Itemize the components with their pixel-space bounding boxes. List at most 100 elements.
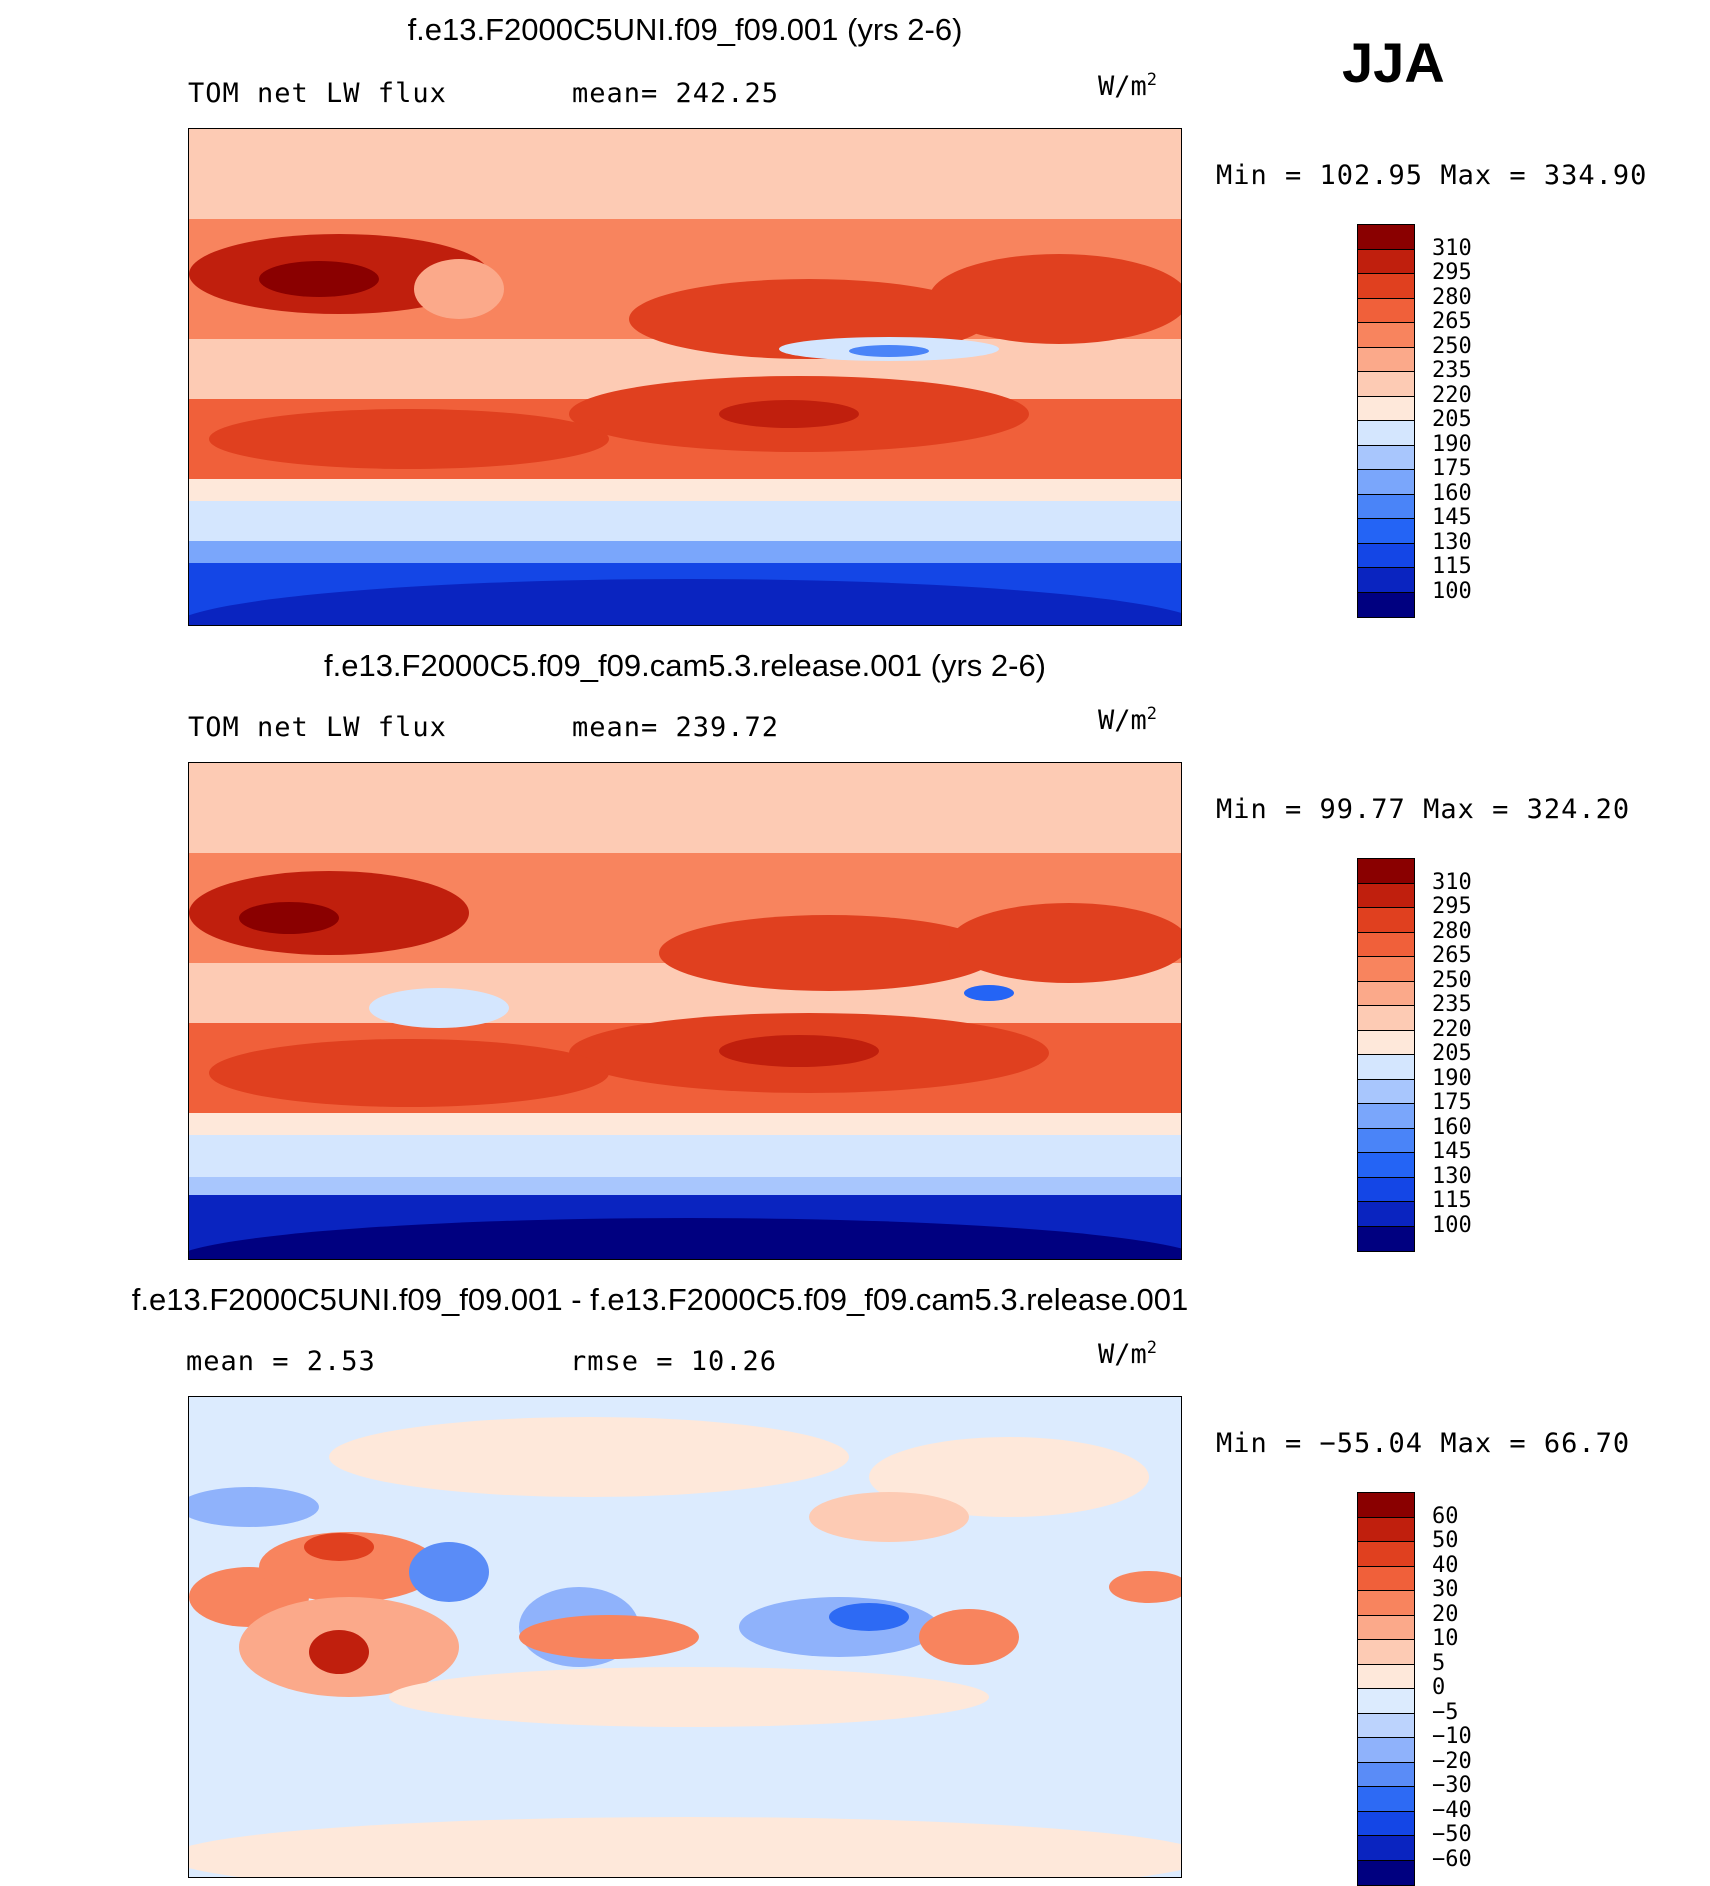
panel3-colorbar-swatch bbox=[1358, 1566, 1414, 1591]
panel3-tick: −10 bbox=[1432, 1724, 1472, 1749]
panel1-title: f.e13.F2000C5UNI.f09_f09.001 (yrs 2-6) bbox=[407, 12, 963, 47]
panel1-colorbar-swatch bbox=[1358, 225, 1414, 250]
panel3-colorbar-swatch bbox=[1358, 1860, 1414, 1885]
panel3-colorbar-swatch bbox=[1358, 1713, 1414, 1738]
season-label: JJA bbox=[1342, 31, 1445, 94]
panel1-colorbar-swatch bbox=[1358, 347, 1414, 372]
panel2-tick: 115 bbox=[1432, 1188, 1472, 1213]
panel1-tick: 220 bbox=[1432, 383, 1472, 408]
panel3-colorbar-swatch bbox=[1358, 1836, 1414, 1861]
panel2-colorbar-swatch bbox=[1358, 1030, 1414, 1055]
panel3-tick: 5 bbox=[1432, 1651, 1446, 1676]
panel3-colorbar-swatch bbox=[1358, 1689, 1414, 1714]
panel3-tick: −20 bbox=[1432, 1749, 1472, 1774]
panel2-tick: 265 bbox=[1432, 943, 1472, 968]
panel3-tick: 60 bbox=[1432, 1504, 1459, 1529]
panel1-colorbar-swatch bbox=[1358, 249, 1414, 274]
panel1-colorbar-swatch bbox=[1358, 421, 1414, 446]
panel1-unit-label: W/m2 bbox=[1098, 70, 1158, 102]
panel1-tick: 265 bbox=[1432, 309, 1472, 334]
panel3-colorbar-swatch bbox=[1358, 1664, 1414, 1689]
panel1-tick: 175 bbox=[1432, 456, 1472, 481]
panel2-tick: 280 bbox=[1432, 919, 1472, 944]
panel1-colorbar-swatch bbox=[1358, 298, 1414, 323]
panel3-minmax-label: Min = −55.04 Max = 66.70 bbox=[1216, 1428, 1631, 1459]
panel2-colorbar bbox=[1357, 858, 1415, 1252]
panel1-colorbar bbox=[1357, 224, 1415, 618]
panel1-colorbar-swatch bbox=[1358, 494, 1414, 519]
panel2-minmax-label: Min = 99.77 Max = 324.20 bbox=[1216, 794, 1631, 825]
panel2-colorbar-swatch bbox=[1358, 1006, 1414, 1031]
panel2-tick: 160 bbox=[1432, 1115, 1472, 1140]
panel2-colorbar-swatch bbox=[1358, 859, 1414, 884]
panel2-colorbar-swatch bbox=[1358, 1079, 1414, 1104]
panel3-colorbar bbox=[1357, 1492, 1415, 1886]
panel1-colorbar-swatch bbox=[1358, 543, 1414, 568]
panel2-title: f.e13.F2000C5.f09_f09.cam5.3.release.001… bbox=[323, 648, 1047, 683]
panel1-minmax-label: Min = 102.95 Max = 334.90 bbox=[1216, 160, 1648, 191]
panel1-colorbar-swatch bbox=[1358, 396, 1414, 421]
panel3-tick: 30 bbox=[1432, 1577, 1459, 1602]
panel3-mean-label: mean = 2.53 bbox=[186, 1346, 376, 1377]
panel1-colorbar-swatch bbox=[1358, 274, 1414, 299]
panel1-tick: 115 bbox=[1432, 554, 1472, 579]
panel3-colorbar-swatch bbox=[1358, 1640, 1414, 1665]
panel2-colorbar-swatch bbox=[1358, 932, 1414, 957]
panel3-colorbar-swatch bbox=[1358, 1811, 1414, 1836]
panel2-tick: 175 bbox=[1432, 1090, 1472, 1115]
panel2-tick: 190 bbox=[1432, 1066, 1472, 1091]
panel2-tick: 310 bbox=[1432, 870, 1472, 895]
panel3-tick: 40 bbox=[1432, 1553, 1459, 1578]
panel1-colorbar-swatch bbox=[1358, 445, 1414, 470]
panel2-colorbar-swatch bbox=[1358, 981, 1414, 1006]
panel3-colorbar-swatch bbox=[1358, 1591, 1414, 1616]
panel1-map bbox=[188, 128, 1182, 626]
panel3-tick: 50 bbox=[1432, 1528, 1459, 1553]
panel2-tick: 145 bbox=[1432, 1139, 1472, 1164]
panel3-title: f.e13.F2000C5UNI.f09_f09.001 - f.e13.F20… bbox=[131, 1282, 1189, 1317]
panel1-colorbar-swatch bbox=[1358, 372, 1414, 397]
panel3-tick: −60 bbox=[1432, 1847, 1472, 1872]
panel1-tick: 145 bbox=[1432, 505, 1472, 530]
panel2-map bbox=[188, 762, 1182, 1260]
panel2-tick: 250 bbox=[1432, 968, 1472, 993]
panel1-colorbar-swatch bbox=[1358, 470, 1414, 495]
panel1-variable-label: TOM net LW flux bbox=[188, 78, 447, 109]
panel3-colorbar-swatch bbox=[1358, 1738, 1414, 1763]
panel2-unit-label: W/m2 bbox=[1098, 704, 1158, 736]
panel2-tick: 295 bbox=[1432, 894, 1472, 919]
panel1-mean-label: mean= 242.25 bbox=[572, 78, 780, 109]
panel3-rmse-label: rmse = 10.26 bbox=[570, 1346, 778, 1377]
panel2-tick: 235 bbox=[1432, 992, 1472, 1017]
panel2-colorbar-swatch bbox=[1358, 883, 1414, 908]
panel2-colorbar-swatch bbox=[1358, 1226, 1414, 1251]
panel3-tick: 0 bbox=[1432, 1675, 1446, 1700]
panel1-colorbar-swatch bbox=[1358, 519, 1414, 544]
panel3-tick: −30 bbox=[1432, 1773, 1472, 1798]
panel2-colorbar-swatch bbox=[1358, 1177, 1414, 1202]
panel1-colorbar-swatch bbox=[1358, 323, 1414, 348]
panel1-tick: 130 bbox=[1432, 530, 1472, 555]
panel2-tick: 100 bbox=[1432, 1213, 1472, 1238]
panel1-colorbar-swatch bbox=[1358, 568, 1414, 593]
panel1-tick: 205 bbox=[1432, 407, 1472, 432]
panel2-colorbar-swatch bbox=[1358, 1153, 1414, 1178]
panel3-colorbar-swatch bbox=[1358, 1615, 1414, 1640]
panel2-colorbar-swatch bbox=[1358, 1055, 1414, 1080]
panel2-mean-label: mean= 239.72 bbox=[572, 712, 780, 743]
panel2-colorbar-swatch bbox=[1358, 957, 1414, 982]
panel3-colorbar-swatch bbox=[1358, 1493, 1414, 1518]
panel1-tick: 190 bbox=[1432, 432, 1472, 457]
panel1-tick: 160 bbox=[1432, 481, 1472, 506]
panel1-tick: 100 bbox=[1432, 579, 1472, 604]
panel3-map bbox=[188, 1396, 1182, 1878]
panel3-colorbar-swatch bbox=[1358, 1542, 1414, 1567]
panel2-colorbar-swatch bbox=[1358, 1202, 1414, 1227]
panel2-tick: 130 bbox=[1432, 1164, 1472, 1189]
panel3-tick: 20 bbox=[1432, 1602, 1459, 1627]
panel2-colorbar-swatch bbox=[1358, 1104, 1414, 1129]
panel1-tick: 310 bbox=[1432, 236, 1472, 261]
panel2-tick: 220 bbox=[1432, 1017, 1472, 1042]
panel3-tick: −5 bbox=[1432, 1700, 1459, 1725]
panel3-tick: −50 bbox=[1432, 1822, 1472, 1847]
